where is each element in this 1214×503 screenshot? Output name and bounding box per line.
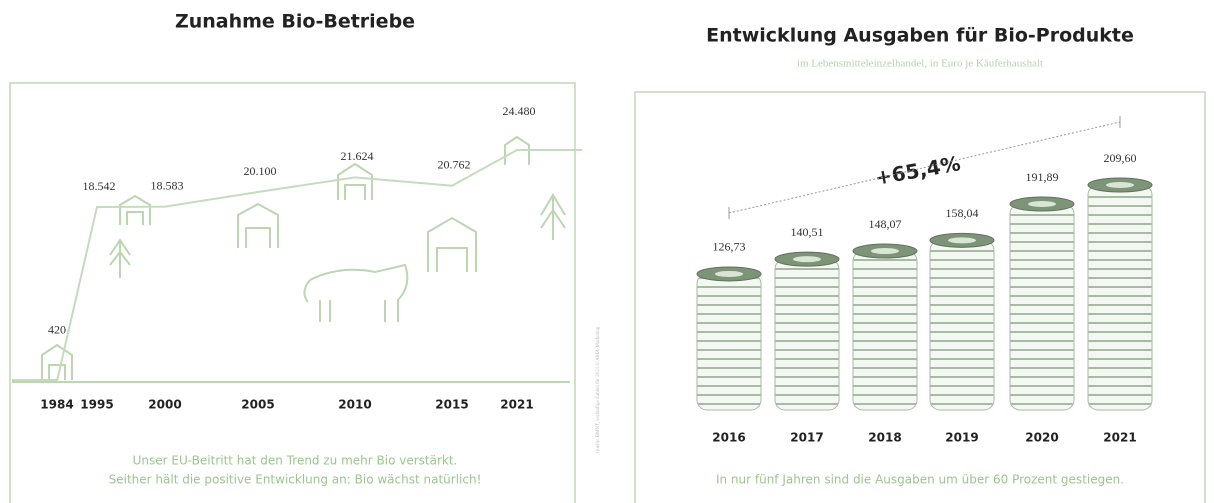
x-tick-label: 2020 xyxy=(1025,431,1058,445)
coin-stack xyxy=(1009,203,1075,411)
source: Quelle: BMNT, vorläufige Zahlen für 2021… xyxy=(595,326,601,453)
x-tick-label: 2019 xyxy=(945,431,978,445)
value-label: 18.542 xyxy=(83,179,116,193)
value-label: 126,73 xyxy=(713,240,746,254)
coin-stack xyxy=(774,258,840,411)
value-label: 140,51 xyxy=(791,225,824,239)
coin-top-inner xyxy=(948,237,976,244)
chart-title: Entwicklung Ausgaben für Bio-Produkte xyxy=(706,25,1134,47)
panel xyxy=(9,82,576,503)
value-label: 24.480 xyxy=(503,104,536,118)
value-label: 20.100 xyxy=(244,164,277,178)
annotation: +65,4% xyxy=(873,151,962,190)
x-tick-label: 2016 xyxy=(712,431,745,445)
x-tick-label: 2015 xyxy=(435,398,468,412)
coin-stack xyxy=(852,250,918,411)
x-tick-label: 2021 xyxy=(1103,431,1136,445)
coin-top-inner xyxy=(793,256,821,263)
value-label: 209,60 xyxy=(1104,151,1137,165)
panel xyxy=(634,91,1206,503)
value-label: 148,07 xyxy=(869,217,902,231)
chart-title: Zunahme Bio-Betriebe xyxy=(175,11,415,33)
coin-top-inner xyxy=(1028,201,1056,208)
x-tick-label: 2021 xyxy=(500,398,533,412)
value-label: 21.624 xyxy=(341,149,374,163)
coin-stack xyxy=(696,273,762,411)
x-tick-label: 2000 xyxy=(148,398,181,412)
footnote: Unser EU-Beitritt hat den Trend zu mehr … xyxy=(133,454,458,468)
coin-stack xyxy=(1087,184,1153,411)
value-label: 20.762 xyxy=(438,157,471,171)
value-label: 18.583 xyxy=(151,178,184,192)
decoration xyxy=(12,135,570,383)
value-label: 191,89 xyxy=(1026,170,1059,184)
chart-subtitle: im Lebensmitteleinzelhandel, in Euro je … xyxy=(797,58,1043,70)
x-tick-label: 1995 xyxy=(80,398,113,412)
line xyxy=(12,149,582,382)
value-label: 420 xyxy=(48,323,66,337)
annotation-line xyxy=(728,116,1121,219)
footnote: Seither hält die positive Entwicklung an… xyxy=(109,473,482,487)
coin-stack xyxy=(929,239,995,411)
coin-top-inner xyxy=(715,270,743,277)
coin-top-inner xyxy=(1106,182,1134,188)
value-label: 158,04 xyxy=(946,206,979,220)
x-tick-label: 2018 xyxy=(868,431,901,445)
x-tick-label: 2005 xyxy=(241,398,274,412)
footnote: In nur fünf Jahren sind die Ausgaben um … xyxy=(716,473,1124,487)
x-tick-label: 2010 xyxy=(338,398,371,412)
x-tick-label: 1984 xyxy=(40,398,73,412)
coin-top-inner xyxy=(871,248,899,255)
x-tick-label: 2017 xyxy=(790,431,823,445)
